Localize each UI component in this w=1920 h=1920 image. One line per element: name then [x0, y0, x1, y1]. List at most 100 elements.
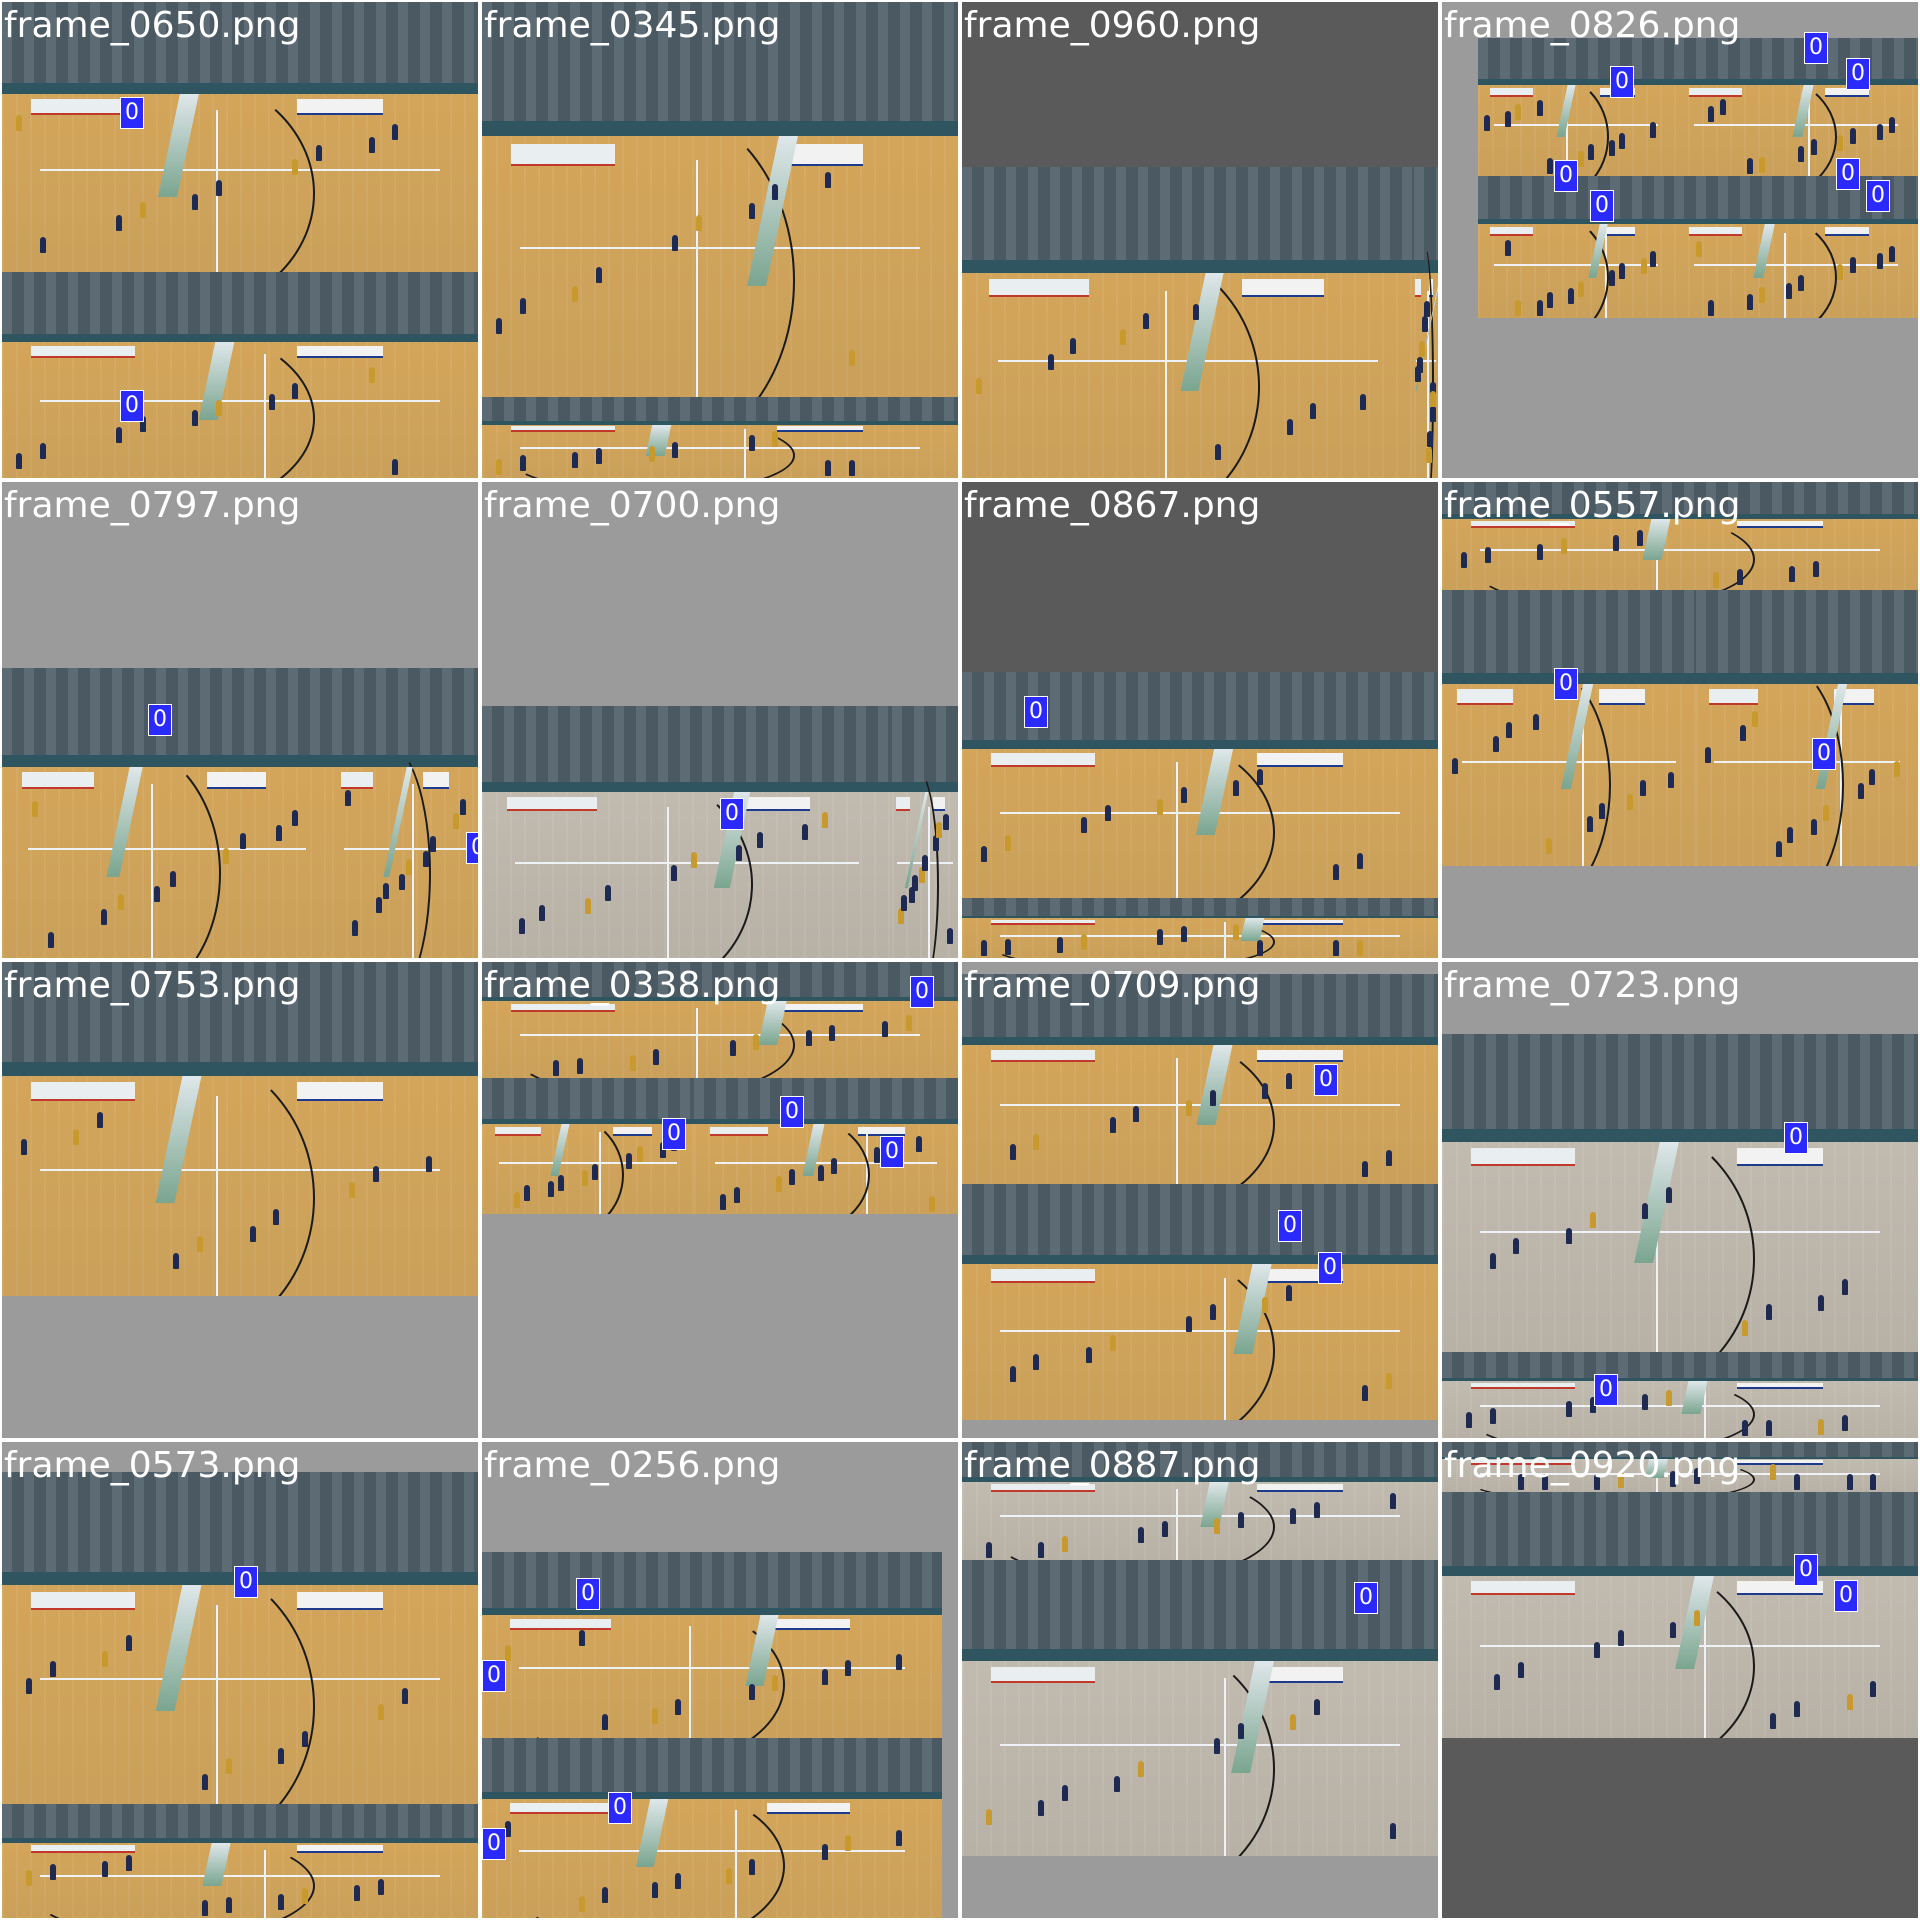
player — [592, 1163, 599, 1180]
player — [1422, 316, 1429, 333]
player — [873, 1147, 880, 1164]
player — [49, 1661, 56, 1678]
class-label-badge: 0 — [1594, 1374, 1618, 1406]
player — [1587, 144, 1594, 161]
player — [596, 448, 603, 465]
player — [1423, 300, 1430, 317]
player — [1568, 288, 1575, 305]
player — [1057, 937, 1064, 953]
player — [249, 1225, 256, 1242]
stands — [1478, 176, 1674, 219]
player — [1257, 940, 1264, 956]
frame-crop — [1442, 482, 1918, 590]
player — [848, 349, 855, 366]
player — [1038, 1542, 1045, 1558]
player — [822, 1669, 829, 1686]
player — [1214, 1517, 1221, 1534]
image-mosaic — [482, 962, 958, 1214]
class-label-badge: 0 — [1354, 1582, 1378, 1614]
player — [1770, 1464, 1777, 1480]
player — [1893, 761, 1900, 778]
image-tile: 0 0 0 0 0 0 0 frame_0826.png — [1442, 2, 1918, 478]
player — [1589, 1212, 1596, 1229]
stands — [962, 1184, 1438, 1255]
player — [1841, 1278, 1848, 1295]
image-mosaic — [962, 167, 1438, 478]
player — [518, 917, 525, 934]
player — [1741, 1320, 1748, 1337]
player — [1640, 258, 1647, 275]
player — [1518, 1474, 1525, 1490]
frame-crop — [2, 272, 478, 478]
player — [733, 1186, 740, 1203]
player — [316, 145, 323, 162]
ad-banner — [297, 346, 383, 359]
player — [97, 1112, 104, 1129]
frame-filename-label: frame_0797.png — [4, 485, 301, 526]
player — [1104, 805, 1111, 822]
player — [1109, 1335, 1116, 1352]
player — [460, 798, 467, 815]
player — [1261, 1297, 1268, 1314]
class-label-badge: 0 — [1804, 32, 1828, 64]
stands — [1478, 38, 1674, 80]
player — [1492, 736, 1499, 753]
player — [1009, 1144, 1016, 1161]
frame-crop — [2, 2, 478, 272]
player — [1870, 1474, 1877, 1490]
class-label-badge: 0 — [780, 1096, 804, 1128]
player — [905, 1015, 912, 1032]
player — [268, 393, 275, 410]
player — [1033, 1133, 1040, 1150]
player — [1737, 569, 1744, 586]
class-label-badge: 0 — [1590, 190, 1614, 222]
player — [601, 1713, 608, 1730]
frame-crop — [2, 1804, 478, 1918]
stands — [2, 272, 478, 334]
class-label-badge: 0 — [910, 976, 934, 1008]
class-label-badge: 0 — [1314, 1064, 1338, 1096]
player — [1426, 446, 1433, 463]
image-mosaic — [1442, 482, 1918, 866]
player — [1085, 1346, 1092, 1363]
player — [822, 1844, 829, 1861]
ad-banner — [857, 1126, 906, 1136]
class-label-badge: 0 — [1784, 1122, 1808, 1154]
player — [1786, 282, 1793, 299]
player — [720, 1193, 727, 1210]
class-label-badge: 0 — [662, 1118, 686, 1150]
player — [1641, 1394, 1648, 1411]
court-arc — [1686, 211, 1837, 318]
ad-banner — [777, 426, 863, 433]
player — [1546, 292, 1553, 309]
player — [223, 847, 230, 864]
player — [1157, 798, 1164, 815]
player — [756, 832, 763, 848]
player — [896, 1654, 902, 1671]
player — [1609, 140, 1616, 157]
player — [1285, 1285, 1292, 1302]
court-arc — [707, 1112, 870, 1214]
player — [1708, 105, 1715, 122]
class-label-badge: 0 — [1278, 1210, 1302, 1242]
player — [1285, 1072, 1292, 1089]
player — [1257, 769, 1264, 786]
player — [1822, 805, 1829, 822]
player — [547, 1181, 554, 1198]
frame-filename-label: frame_0709.png — [964, 965, 1261, 1006]
player — [1565, 1401, 1572, 1418]
player — [1759, 156, 1766, 173]
player — [201, 1774, 208, 1791]
player — [1546, 158, 1553, 174]
class-label-badge: 0 — [1024, 696, 1048, 728]
player — [1192, 303, 1199, 320]
ad-banner — [932, 796, 945, 812]
player — [1215, 443, 1222, 460]
stands — [962, 898, 1438, 916]
player — [1494, 1674, 1501, 1691]
stands — [2, 2, 478, 83]
image-tile: 0 0 frame_0557.png — [1442, 482, 1918, 958]
player — [378, 1879, 385, 1896]
player — [292, 810, 299, 827]
